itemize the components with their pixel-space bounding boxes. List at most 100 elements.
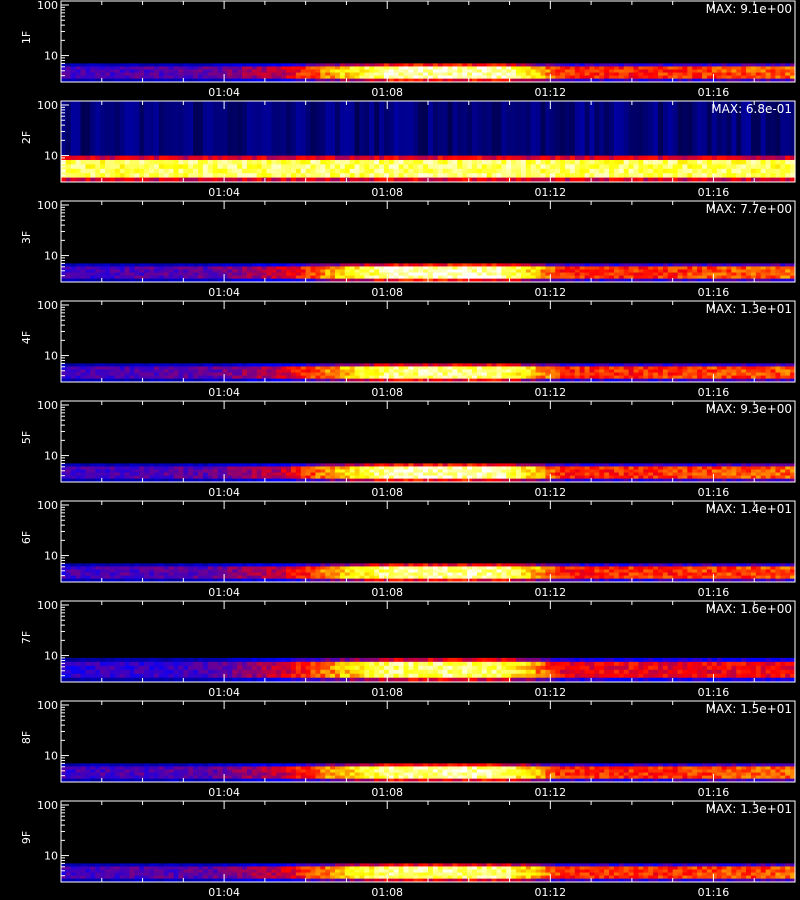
heat-cell: [486, 63, 493, 67]
heat-cell: [90, 478, 96, 483]
heat-cell: [657, 269, 664, 273]
heat-cell: [643, 466, 649, 470]
heat-cell: [432, 63, 439, 67]
heat-cell: [168, 369, 175, 373]
heat-cell: [775, 164, 781, 170]
heat-cell: [222, 66, 228, 70]
heat-cell: [657, 69, 664, 73]
haze-cell: [692, 101, 698, 156]
heat-cell: [413, 78, 419, 83]
heat-cell: [202, 177, 209, 183]
heat-cell: [481, 72, 488, 76]
heat-cell: [286, 472, 292, 476]
heat-cell: [467, 363, 473, 367]
heat-cell: [736, 475, 742, 480]
heat-cell: [349, 366, 356, 370]
heat-cell: [648, 155, 654, 161]
heat-cell: [129, 168, 135, 174]
heat-cell: [565, 177, 571, 183]
heat-cell: [687, 75, 693, 80]
heat-cell: [785, 72, 791, 76]
panel-label: 5F: [20, 431, 33, 444]
heat-cell: [746, 155, 752, 161]
heat-cell: [638, 75, 644, 80]
heat-cell: [364, 272, 370, 276]
heat-cell: [207, 63, 214, 67]
heat-cell: [100, 472, 106, 476]
haze-cell: [403, 101, 410, 156]
haze-cell: [584, 101, 591, 156]
heat-cell: [716, 466, 723, 470]
heat-cell: [193, 159, 199, 165]
heat-cell: [687, 466, 693, 470]
heat-cell: [618, 173, 625, 178]
x-tick-label: 01:04: [208, 386, 240, 399]
y-tick-label: 10: [44, 150, 58, 163]
heat-cell: [604, 478, 610, 483]
heat-cell: [437, 372, 444, 376]
heat-cell: [555, 469, 561, 473]
heat-cell: [423, 63, 429, 67]
heat-cell: [472, 159, 478, 165]
heat-cell: [584, 63, 591, 67]
heat-cell: [432, 366, 439, 370]
heat-cell: [153, 173, 160, 178]
heat-cell: [413, 369, 419, 373]
heat-cell: [139, 372, 145, 376]
heat-cell: [574, 269, 581, 273]
heat-cell: [697, 272, 703, 276]
heat-cell: [594, 78, 600, 83]
heat-cell: [746, 478, 752, 483]
heat-cell: [222, 378, 228, 383]
heat-cell: [423, 72, 429, 76]
heat-cell: [770, 369, 777, 373]
heat-cell: [198, 263, 204, 267]
heat-cell: [442, 159, 449, 165]
haze-cell: [599, 101, 605, 156]
heat-cell: [344, 266, 351, 270]
heat-cell: [609, 363, 615, 367]
heat-cell: [706, 372, 713, 376]
heat-cell: [100, 272, 106, 276]
heat-cell: [75, 75, 82, 80]
heat-cell: [90, 159, 96, 165]
heat-cell: [711, 369, 718, 373]
heat-cell: [476, 272, 483, 276]
heat-cell: [613, 269, 620, 273]
heat-cell: [687, 72, 693, 76]
heat-cell: [202, 78, 209, 83]
heat-cell: [530, 375, 537, 380]
heat-cell: [638, 177, 644, 183]
heat-cell: [511, 278, 517, 283]
heat-cell: [388, 466, 395, 470]
heat-cell: [584, 155, 591, 161]
heat-cell: [246, 266, 253, 270]
heat-cell: [290, 378, 297, 383]
heat-cell: [501, 466, 507, 470]
heat-cell: [599, 469, 605, 473]
heat-cell: [746, 278, 752, 283]
heat-cell: [741, 177, 747, 183]
heat-cell: [227, 269, 233, 273]
heat-cell: [677, 263, 684, 267]
heat-cell: [310, 177, 317, 183]
heat-cell: [623, 272, 630, 276]
heat-cell: [290, 372, 297, 376]
heat-cell: [511, 478, 517, 483]
heat-cell: [335, 168, 341, 174]
heat-cell: [574, 275, 581, 280]
heat-cell: [775, 177, 781, 183]
heat-cell: [731, 375, 737, 380]
heat-cell: [398, 272, 405, 276]
heat-cell: [315, 75, 321, 80]
heat-cell: [61, 563, 67, 567]
heat-cell: [643, 275, 649, 280]
heat-cell: [173, 159, 180, 165]
heat-cell: [599, 372, 605, 376]
heat-cell: [61, 266, 67, 270]
heat-cell: [374, 164, 380, 170]
heat-cell: [496, 177, 502, 183]
haze-cell: [144, 101, 150, 156]
heat-cell: [305, 378, 312, 383]
heat-cell: [437, 475, 444, 480]
